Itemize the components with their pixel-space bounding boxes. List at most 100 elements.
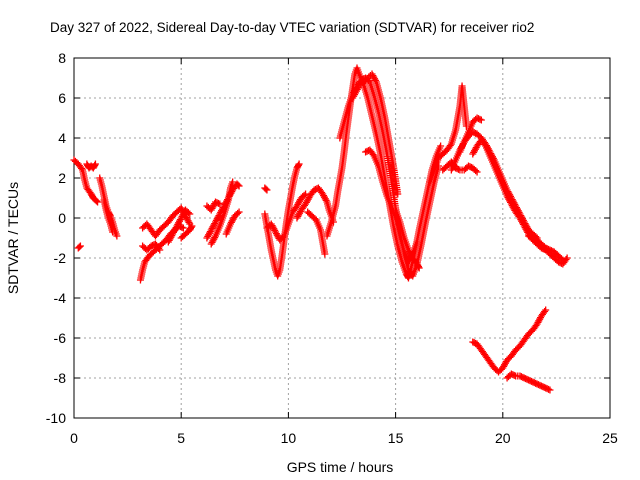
data-point-marker [414,263,422,271]
data-point-marker [234,209,242,217]
plot-frame [73,57,611,419]
data-point-marker [541,308,549,315]
data-point-marker [76,242,84,250]
data-point-marker [187,223,195,231]
y-tick-label: 4 [58,130,66,146]
data-point-marker [473,168,481,176]
series-arc22 [349,70,402,198]
series-arc9 [164,206,194,246]
x-tick-label: 25 [602,430,618,446]
x-tick-label: 15 [388,430,404,446]
series-arc1 [70,156,102,206]
series-arc10 [177,222,196,242]
data-point-marker [477,116,485,124]
data-point-marker [546,386,554,394]
data-point-marker [437,142,445,150]
series-arc29 [469,136,571,268]
series-arc2 [83,160,99,172]
x-tick-label: 5 [177,430,185,446]
series-arc26 [439,158,481,176]
data-point-marker [322,196,330,204]
data-point-marker [545,385,553,393]
data-point-marker [371,76,379,84]
series-arc28 [456,128,541,242]
data-point-marker [91,161,99,169]
data-point-marker [93,197,101,205]
y-tick-label: -10 [46,410,66,426]
series-arc24 [392,206,423,272]
series-arc30 [525,232,567,264]
data-point-marker [394,190,402,198]
data-point-marker [415,264,423,272]
data-point-marker [472,167,480,175]
y-tick-label: -8 [54,370,67,386]
data-point-marker [300,191,308,199]
data-point-marker [262,185,270,193]
data-point-marker [113,232,121,240]
data-point-marker [363,75,371,82]
x-axis-label: GPS time / hours [287,459,394,475]
series-arc14 [222,208,243,238]
x-tick-label: 20 [495,430,511,446]
data-point-marker [214,199,222,207]
data-point-marker [91,160,99,168]
data-point-marker [156,246,164,254]
data-point-marker [186,210,194,218]
data-point-marker [155,245,163,252]
x-tick-label: 0 [70,430,78,446]
series-arc19 [304,208,329,258]
data-point-marker [563,254,571,262]
data-point-marker [211,234,219,242]
data-markers [70,64,571,394]
series-arc4 [96,174,121,240]
series-arc32 [503,370,554,394]
data-point-marker [454,165,462,173]
y-tick-label: 8 [58,50,66,66]
data-point-marker [294,161,302,169]
y-tick-label: 0 [58,210,66,226]
data-point-marker [542,306,550,314]
series-arc15 [261,184,271,194]
data-point-marker [235,208,243,216]
data-point-marker [75,243,83,251]
data-point-marker [295,160,303,168]
data-point-marker [235,182,243,190]
data-point-marker [413,238,421,246]
data-point-marker [321,250,329,258]
y-tick-label: -6 [54,330,67,346]
data-point-marker [178,223,186,231]
data-point-marker [184,209,192,217]
series-arc31 [469,306,550,376]
data-point-marker [185,218,193,226]
data-point-marker [263,186,271,194]
series-arc3 [74,242,84,252]
series-arc21 [336,74,442,280]
data-point-marker [179,224,187,232]
data-point-marker [476,115,484,123]
y-axis-label: SDTVAR / TECUs [5,182,21,294]
data-point-marker [188,222,196,230]
data-point-marker [109,228,117,236]
y-tick-label: -4 [54,290,67,306]
data-point-marker [358,79,366,87]
x-tick-label: 10 [281,430,297,446]
data-point-marker [557,255,565,263]
data-point-marker [355,82,363,90]
data-point-marker [78,165,86,172]
data-point-marker [94,198,102,206]
series-arc8 [139,240,164,254]
data-point-marker [357,81,365,88]
y-tick-label: 2 [58,170,66,186]
data-point-marker [229,178,237,186]
chart-title: Day 327 of 2022, Sidereal Day-to-day VTE… [50,20,534,35]
series-arc11 [203,198,224,214]
data-point-marker [360,78,368,85]
series-arc20 [323,64,445,282]
y-tick-label: 6 [58,90,66,106]
axes: 0 5 10 15 20 25 -10 -8 -6 -4 -2 0 2 4 6 8 [46,50,618,446]
y-tick-label: -2 [54,250,67,266]
data-point-marker [559,256,567,264]
data-point-marker [234,181,242,189]
series-arc25 [426,82,470,186]
